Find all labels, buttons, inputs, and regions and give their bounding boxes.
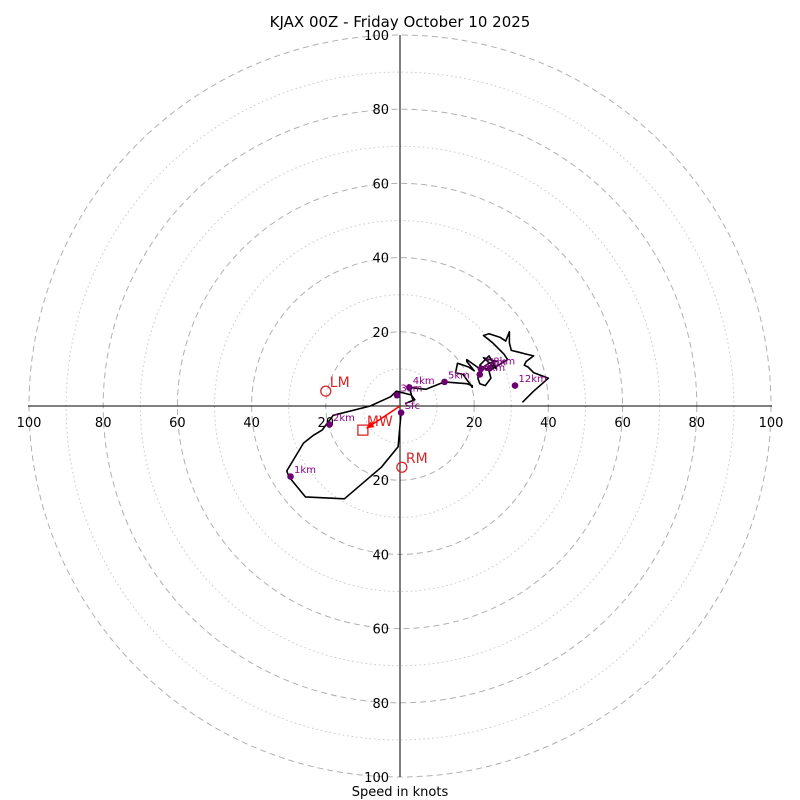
height-marker-label: 7km [484, 357, 506, 368]
height-marker-Sfc [397, 409, 405, 416]
x-tick-label: 20 [466, 416, 483, 431]
height-markers: Sfc1km2km3km4km5km6km7km8km12km [287, 357, 547, 480]
y-tick-labels: 100 80 60 40 20 20 40 60 80 100 [364, 29, 389, 786]
height-marker-8km [486, 364, 494, 372]
y-tick-label: 60 [372, 623, 389, 638]
storm-motion-marker-RM [396, 461, 408, 473]
chart-title: KJAX 00Z - Friday October 10 2025 [270, 13, 531, 31]
height-marker-label: 2km [333, 413, 355, 424]
hodograph-trace [285, 330, 550, 500]
height-marker-12km [511, 382, 519, 389]
x-tick-label: 100 [17, 416, 42, 431]
height-marker-1km [287, 473, 294, 480]
height-marker-label: Sfc [405, 401, 420, 412]
x-tick-label: 60 [614, 416, 631, 431]
height-marker-label: 12km [519, 374, 547, 385]
x-tick-label: 60 [169, 416, 186, 431]
y-tick-label: 60 [372, 177, 389, 192]
storm-motion-marker-MW [357, 424, 369, 436]
height-marker-label: 4km [413, 376, 435, 387]
height-marker-label: 8km [493, 357, 515, 368]
y-tick-label: 20 [372, 326, 389, 341]
height-marker-label: 6km [483, 363, 505, 374]
y-tick-label: 100 [364, 29, 389, 44]
x-tick-label: 80 [689, 416, 706, 431]
storm-motion-label: RM [406, 451, 428, 467]
x-tick-label: 100 [759, 416, 784, 431]
height-marker-2km [326, 421, 333, 428]
y-tick-label: 100 [364, 771, 389, 786]
y-tick-label: 80 [372, 103, 389, 118]
x-tick-label: 40 [540, 416, 557, 431]
height-marker-5km [441, 378, 448, 386]
mean-wind-arrow [366, 405, 401, 429]
x-axis-label: Speed in knots [352, 785, 449, 800]
y-tick-label: 80 [372, 697, 389, 712]
y-tick-label: 20 [372, 474, 389, 489]
height-marker-6km [476, 371, 484, 378]
height-marker-label: 1km [294, 465, 316, 476]
height-marker-4km [405, 384, 413, 391]
mean-wind-arrow-head [366, 421, 375, 429]
y-tick-label: 40 [372, 252, 389, 267]
y-tick-label: 40 [372, 548, 389, 563]
x-tick-label: 40 [243, 416, 260, 431]
storm-motion-marker-LM [320, 385, 332, 397]
x-tick-label: 80 [95, 416, 112, 431]
x-tick-labels: 100 80 60 40 20 20 40 60 80 100 [17, 416, 784, 431]
height-marker-label: 5km [448, 370, 470, 381]
storm-motion-label: LM [330, 375, 350, 391]
height-marker-3km [393, 391, 401, 399]
height-marker-7km [477, 365, 485, 373]
